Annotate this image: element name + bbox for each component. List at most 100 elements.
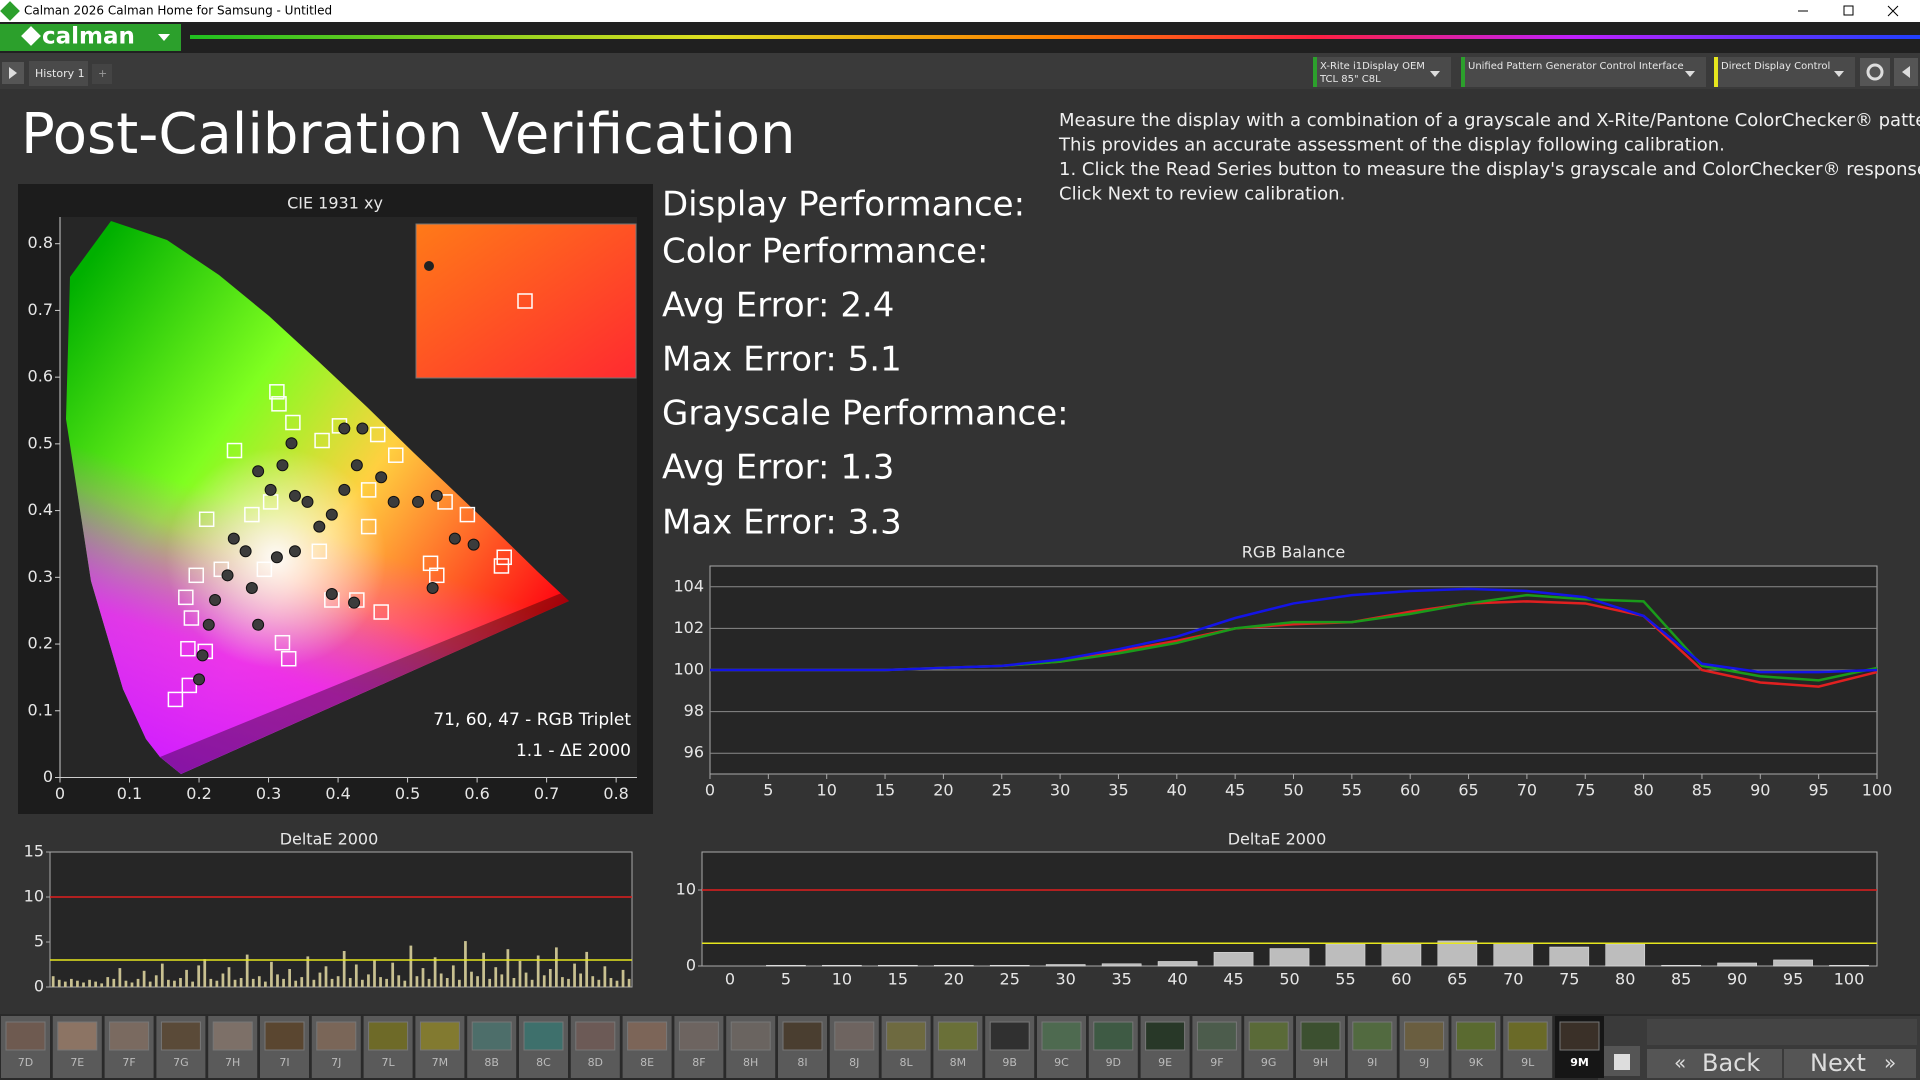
y-tick-label: 10	[676, 880, 696, 899]
deltae-bar	[409, 945, 413, 987]
deltae-bar	[130, 982, 134, 987]
patch-label: 7H	[225, 1056, 240, 1069]
y-tick-label: 0.1	[28, 700, 53, 719]
back-button[interactable]	[1647, 1049, 1782, 1078]
x-tick-label: 0.5	[395, 784, 420, 803]
patch-swatch	[57, 1021, 98, 1051]
device-box[interactable]	[1461, 57, 1706, 87]
deltae-bar	[421, 968, 425, 987]
deltae-bar	[1661, 964, 1702, 967]
device-box[interactable]	[1313, 57, 1451, 87]
deltae-bar	[191, 981, 194, 987]
add-tab[interactable]	[92, 64, 112, 84]
measured-point	[430, 489, 443, 502]
x-tick-label: 0.7	[534, 784, 559, 803]
measured-point	[239, 545, 252, 558]
settings-button[interactable]	[1860, 58, 1890, 86]
measured-point	[338, 483, 351, 496]
measured-point	[252, 618, 265, 631]
x-tick-label: 100	[1862, 781, 1893, 800]
y-tick-label: 0.3	[28, 567, 53, 586]
patch-swatch	[109, 1021, 150, 1051]
deltae-bar	[245, 954, 249, 987]
device-dropdown[interactable]	[1430, 71, 1440, 77]
close-button[interactable]	[1887, 5, 1899, 17]
target-point	[226, 442, 243, 459]
patch-label: 8I	[797, 1056, 807, 1069]
measured-point	[193, 673, 206, 686]
chart-title: RGB Balance	[1242, 543, 1345, 562]
deltae-bar	[270, 961, 273, 987]
x-tick-label: 45	[1225, 781, 1245, 800]
tab[interactable]	[29, 61, 88, 86]
deltae-bar	[1381, 943, 1422, 967]
x-tick-label: 55	[1342, 781, 1362, 800]
x-tick-label: 95	[1783, 970, 1803, 989]
device-label: Unified Pattern Generator Control Interf…	[1468, 61, 1684, 72]
patch-label: 8J	[849, 1056, 859, 1069]
patch-label: 9I	[1367, 1056, 1377, 1069]
patch-label: 8E	[640, 1056, 654, 1069]
patch-label: 9H	[1313, 1056, 1328, 1069]
target-point	[280, 650, 297, 667]
deltae-bar	[379, 977, 382, 987]
device-box[interactable]	[1714, 57, 1855, 87]
y-tick-label: 96	[684, 743, 704, 762]
collapse-icon	[1902, 66, 1910, 78]
description-line: Click Next to review calibration.	[1059, 184, 1345, 205]
target-point	[274, 634, 291, 651]
x-tick-label: 35	[1108, 781, 1128, 800]
deltae-bar	[142, 970, 146, 987]
annotation: 71, 60, 47 - RGB Triplet	[433, 710, 631, 730]
logo-dropdown[interactable]	[158, 34, 170, 41]
patch-label: 8H	[743, 1056, 758, 1069]
stop-icon	[1614, 1054, 1630, 1070]
x-tick-label: 10	[832, 970, 852, 989]
target-point	[198, 511, 215, 528]
measured-point	[338, 422, 351, 435]
deltae-bar	[276, 974, 279, 987]
target-point	[437, 494, 453, 510]
maximize-button[interactable]	[1843, 5, 1854, 16]
x-tick-label: 35	[1111, 970, 1131, 989]
deltae-bar	[1101, 963, 1142, 967]
deltae-bar	[112, 978, 116, 987]
next-button[interactable]	[1784, 1049, 1916, 1078]
page-heading: Post-Calibration Verification	[21, 102, 796, 167]
target-point	[181, 677, 198, 694]
patch-swatch	[264, 1021, 305, 1051]
performance-line: Max Error: 5.1	[662, 340, 902, 380]
deltae-bar	[627, 978, 631, 987]
patch-swatch	[1196, 1021, 1237, 1051]
tab-nav-arrow	[9, 67, 17, 79]
device-dropdown[interactable]	[1685, 71, 1695, 77]
patch-swatch	[523, 1021, 564, 1051]
deltae-bar	[567, 978, 570, 987]
deltae-bar	[1157, 961, 1198, 967]
annotation: 1.1 - ΔE 2000	[516, 741, 631, 761]
deltae-bar	[1829, 964, 1869, 967]
measured-point	[264, 483, 277, 496]
x-tick-label: 0.8	[603, 784, 628, 803]
deltae-bar	[300, 977, 304, 987]
deltae-bar	[233, 979, 237, 987]
x-tick-label: 40	[1167, 970, 1187, 989]
device-dropdown[interactable]	[1834, 71, 1844, 77]
target-point	[271, 396, 287, 412]
x-tick-label: 75	[1575, 781, 1595, 800]
inset-measured	[424, 261, 434, 271]
deltae-bar	[197, 965, 201, 987]
deltae-bar	[506, 949, 510, 987]
deltae-bar	[124, 980, 128, 987]
deltae-bar	[312, 979, 316, 987]
measured-point	[387, 495, 400, 508]
deltae-bar	[1213, 952, 1254, 967]
deltae-bar	[579, 973, 582, 987]
x-tick-label: 25	[992, 781, 1012, 800]
tab-label: History 1	[35, 67, 85, 80]
measured-point	[426, 581, 439, 594]
target-point	[388, 447, 404, 463]
x-tick-label: 60	[1400, 781, 1420, 800]
target-point	[360, 482, 377, 498]
